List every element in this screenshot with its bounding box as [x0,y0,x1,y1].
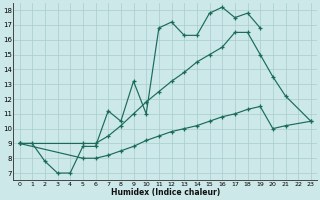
X-axis label: Humidex (Indice chaleur): Humidex (Indice chaleur) [111,188,220,197]
